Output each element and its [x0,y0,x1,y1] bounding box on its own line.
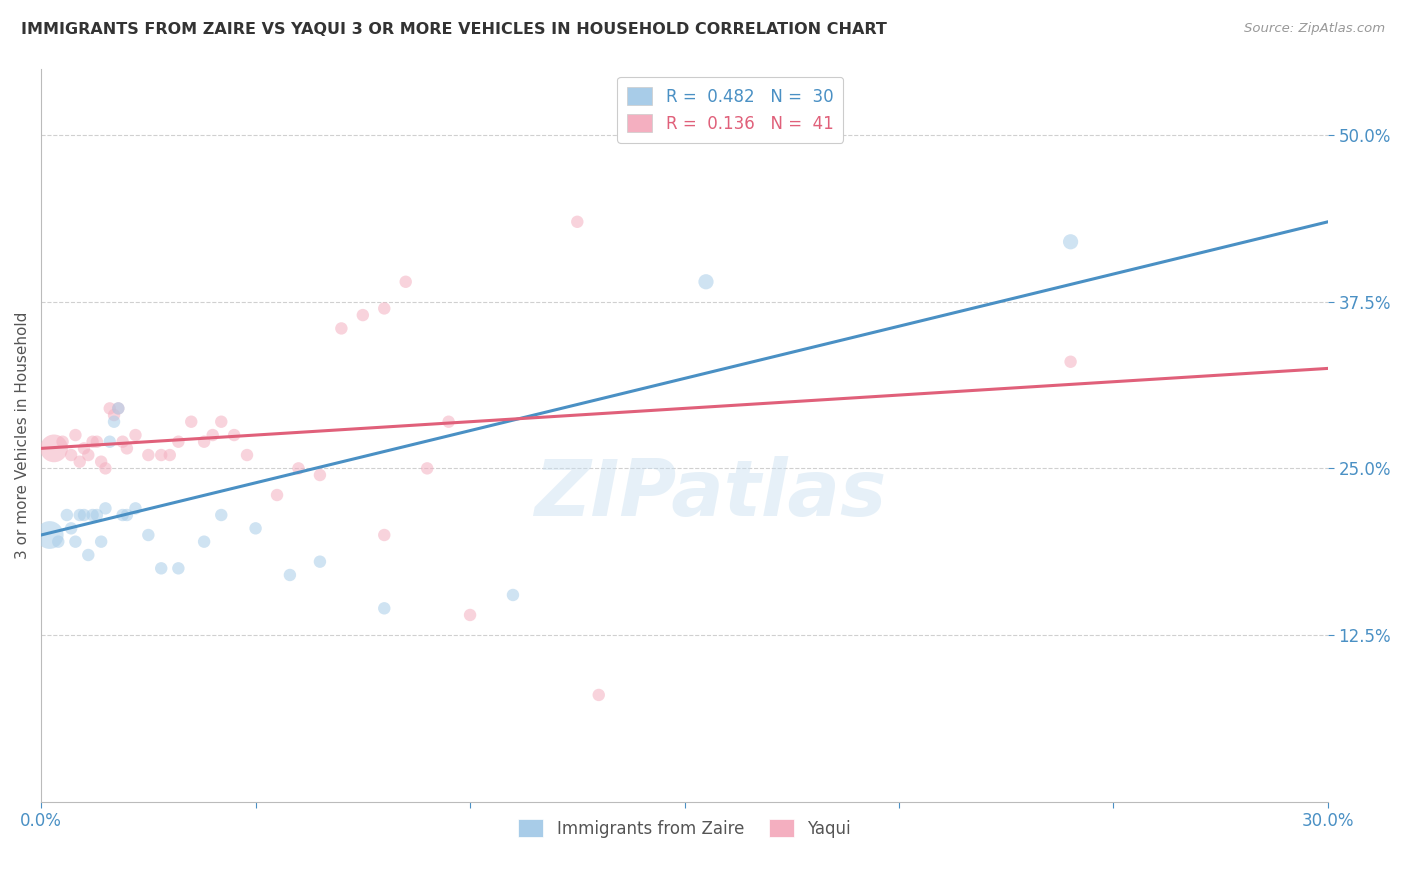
Point [94,501,117,516]
Point [103,408,125,422]
Point [73,508,96,522]
Y-axis label: 3 or more Vehicles in Household: 3 or more Vehicles in Household [15,311,30,558]
Point [82,434,104,449]
Point [695,275,717,289]
Point [193,534,215,549]
Point [502,588,524,602]
Point [1059,355,1081,369]
Point [352,308,374,322]
Point [150,448,173,462]
Point [90,534,112,549]
Point [111,508,134,522]
Point [77,548,100,562]
Point [287,461,309,475]
Point [395,275,418,289]
Point [115,442,138,456]
Point [138,528,160,542]
Legend: Immigrants from Zaire, Yaqui: Immigrants from Zaire, Yaqui [512,813,858,845]
Point [38,528,60,542]
Point [167,434,190,449]
Point [180,415,202,429]
Point [1059,235,1081,249]
Point [167,561,190,575]
Point [201,428,224,442]
Point [60,521,83,535]
Point [65,534,87,549]
Point [86,508,108,522]
Point [150,561,173,575]
Point [98,401,121,416]
Point [46,534,69,549]
Point [69,455,91,469]
Point [373,528,395,542]
Point [60,448,83,462]
Point [86,434,108,449]
Point [245,521,267,535]
Point [236,448,259,462]
Point [94,461,117,475]
Point [82,508,104,522]
Point [124,428,146,442]
Point [416,461,439,475]
Point [373,301,395,316]
Point [138,448,160,462]
Point [51,434,73,449]
Point [567,215,589,229]
Point [42,442,65,456]
Point [209,415,232,429]
Point [437,415,460,429]
Point [330,321,353,335]
Point [69,508,91,522]
Point [373,601,395,615]
Point [209,508,232,522]
Text: Source: ZipAtlas.com: Source: ZipAtlas.com [1244,22,1385,36]
Point [309,468,332,483]
Point [107,401,129,416]
Point [56,508,79,522]
Point [73,442,96,456]
Point [588,688,610,702]
Point [278,568,301,582]
Point [309,555,332,569]
Text: IMMIGRANTS FROM ZAIRE VS YAQUI 3 OR MORE VEHICLES IN HOUSEHOLD CORRELATION CHART: IMMIGRANTS FROM ZAIRE VS YAQUI 3 OR MORE… [21,22,887,37]
Point [90,455,112,469]
Point [115,508,138,522]
Point [103,415,125,429]
Point [224,428,246,442]
Point [111,434,134,449]
Point [159,448,181,462]
Point [77,448,100,462]
Point [266,488,288,502]
Point [458,607,481,622]
Point [124,501,146,516]
Text: ZIPatlas: ZIPatlas [534,456,886,532]
Point [98,434,121,449]
Point [65,428,87,442]
Point [107,401,129,416]
Point [193,434,215,449]
